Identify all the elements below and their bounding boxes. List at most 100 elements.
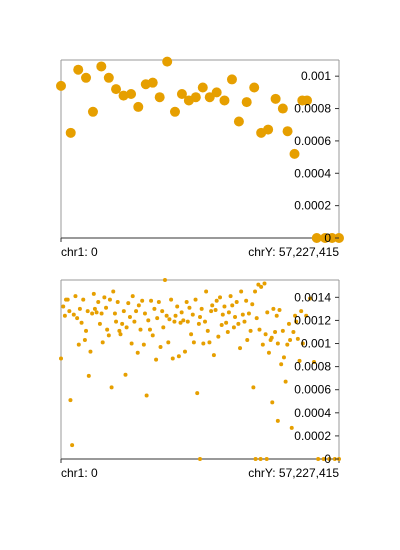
data-point <box>111 289 116 294</box>
data-point <box>184 299 189 304</box>
data-point <box>222 304 227 309</box>
data-point <box>178 320 183 325</box>
data-point <box>205 328 210 333</box>
data-point <box>68 398 73 403</box>
data-point <box>277 103 288 114</box>
data-point <box>172 319 177 324</box>
data-point <box>263 124 274 135</box>
data-point <box>297 358 302 363</box>
data-point <box>176 354 181 359</box>
data-point <box>155 316 160 321</box>
data-point <box>134 309 139 314</box>
data-point <box>75 316 80 321</box>
data-point <box>190 92 201 103</box>
data-point <box>214 298 219 303</box>
data-point <box>149 298 154 303</box>
data-point <box>135 350 140 355</box>
data-point <box>160 309 165 314</box>
data-point <box>175 304 180 309</box>
data-point <box>246 311 251 316</box>
data-point <box>140 298 145 303</box>
data-point <box>289 425 294 430</box>
x-start-label: chr1: 0 <box>61 245 98 259</box>
data-point <box>311 233 322 243</box>
data-point <box>92 306 97 311</box>
data-point <box>269 335 274 340</box>
data-point <box>71 312 76 317</box>
data-point <box>124 325 129 330</box>
data-point <box>81 297 86 302</box>
data-point <box>142 311 147 316</box>
data-point <box>91 291 96 296</box>
data-point <box>88 349 93 354</box>
data-point <box>282 126 293 137</box>
data-point <box>133 101 144 112</box>
data-point <box>130 294 135 299</box>
data-point <box>245 338 250 343</box>
data-point <box>198 314 202 319</box>
y-tick-label: 0.0004 <box>294 406 331 420</box>
data-point <box>327 233 338 243</box>
data-point <box>249 82 260 93</box>
x-end-label: chrY: 57,227,415 <box>248 245 339 259</box>
data-point <box>189 332 194 337</box>
data-point <box>127 314 132 319</box>
data-point <box>96 61 107 72</box>
data-point <box>248 328 253 333</box>
data-point <box>191 340 196 345</box>
data-point <box>300 341 305 346</box>
data-point <box>190 312 195 317</box>
data-point <box>154 357 159 362</box>
data-point <box>219 323 224 328</box>
data-point <box>203 319 208 324</box>
data-point <box>225 329 230 334</box>
data-point <box>144 393 149 398</box>
data-point <box>105 327 110 332</box>
data-point <box>262 281 267 286</box>
data-point <box>253 457 258 461</box>
data-point <box>138 327 143 332</box>
data-point <box>216 334 221 339</box>
data-point <box>285 342 290 347</box>
data-point <box>85 309 90 314</box>
data-point <box>185 319 190 324</box>
data-point <box>173 313 178 318</box>
data-point <box>257 327 262 332</box>
y-tick-label: 0.0004 <box>294 166 331 180</box>
data-point <box>132 319 137 324</box>
y-tick-label: 0 <box>324 452 331 466</box>
data-point <box>258 457 263 461</box>
data-point <box>228 294 233 299</box>
data-point <box>210 303 215 308</box>
data-point <box>304 313 309 318</box>
y-tick-label: 0.001 <box>301 69 331 83</box>
data-point <box>187 305 192 310</box>
data-point <box>109 385 114 390</box>
data-point <box>115 299 120 304</box>
data-point <box>121 309 126 314</box>
data-point <box>118 90 129 101</box>
data-point <box>219 95 230 106</box>
data-point <box>152 306 157 311</box>
data-point <box>123 372 128 377</box>
data-point <box>321 457 326 461</box>
data-point <box>207 340 212 345</box>
data-point <box>182 349 187 354</box>
data-point <box>162 56 173 67</box>
data-point <box>111 84 122 95</box>
data-point <box>320 233 331 243</box>
chart-panel-bottom: 0 0.0002 0.0004 0.0006 0.0008 0.001 0.0012 0.00… <box>0 270 400 490</box>
data-point <box>253 289 258 294</box>
data-point <box>195 391 200 396</box>
data-point <box>117 328 122 333</box>
data-point <box>161 325 166 330</box>
data-point <box>288 338 293 343</box>
data-point <box>150 333 155 338</box>
data-point <box>226 310 231 315</box>
data-point <box>256 282 261 287</box>
data-point <box>81 72 92 83</box>
data-point <box>209 309 214 314</box>
data-point <box>226 74 237 85</box>
data-point <box>73 294 78 299</box>
data-point <box>311 359 316 364</box>
